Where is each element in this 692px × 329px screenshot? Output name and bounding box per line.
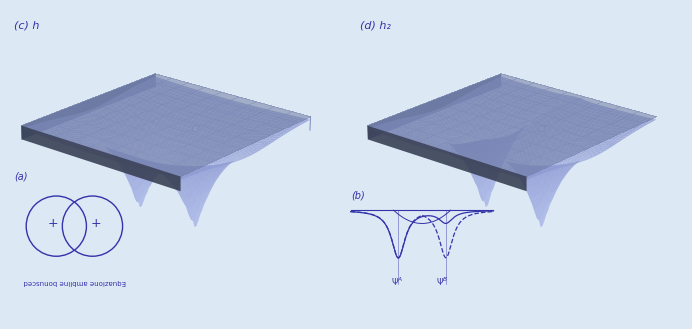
Text: +: +: [91, 217, 102, 230]
Text: Equazione ambline bonusced: Equazione ambline bonusced: [23, 279, 126, 285]
Text: (c) h: (c) h: [14, 21, 39, 31]
Text: +: +: [47, 217, 58, 230]
Text: (b): (b): [351, 190, 365, 200]
Text: $\Psi^A$: $\Psi^A$: [391, 276, 403, 288]
Text: $\Psi^B$: $\Psi^B$: [437, 276, 448, 288]
Text: (a): (a): [14, 171, 28, 181]
Text: (d) h₂: (d) h₂: [360, 21, 391, 31]
